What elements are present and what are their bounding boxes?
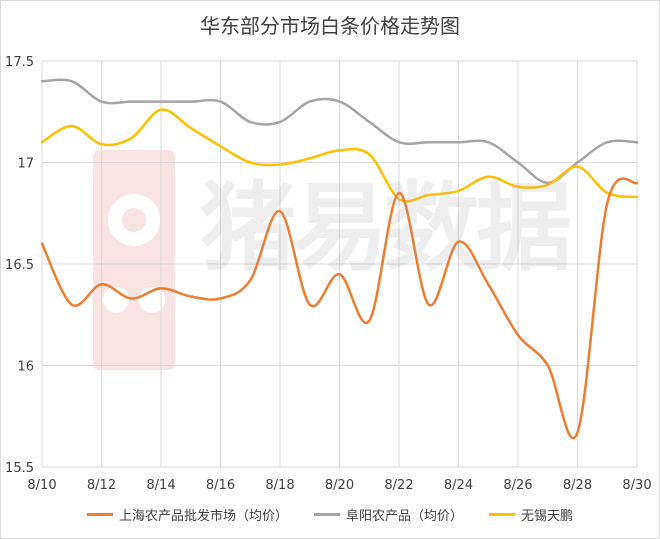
x-tick-label: 8/16 — [206, 478, 235, 493]
x-tick-label: 8/12 — [87, 478, 116, 493]
legend-item-fuyang: 阜阳农产品（均价） — [313, 505, 463, 524]
x-tick-label: 8/28 — [563, 478, 592, 493]
legend-label-fuyang: 阜阳农产品（均价） — [345, 509, 463, 524]
watermark-logo — [93, 150, 175, 370]
x-tick-label: 8/10 — [27, 478, 56, 493]
x-tick-label: 8/20 — [325, 478, 354, 493]
chart-title: 华东部分市场白条价格走势图 — [200, 14, 460, 38]
y-tick-label: 17 — [17, 157, 34, 172]
y-tick-label: 15.5 — [5, 461, 34, 476]
legend-swatch-shanghai — [86, 513, 113, 516]
legend-label-shanghai: 上海农产品批发市场（均价） — [118, 509, 288, 524]
legend-label-wuxi: 无锡天鹏 — [521, 509, 574, 524]
x-tick-label: 8/30 — [622, 478, 651, 493]
legend: 上海农产品批发市场（均价） 阜阳农产品（均价） 无锡天鹏 — [0, 505, 660, 524]
x-tick-label: 8/18 — [265, 478, 294, 493]
legend-swatch-fuyang — [313, 513, 340, 516]
watermark-text: 猪易数据 — [200, 171, 572, 284]
x-tick-label: 8/22 — [384, 478, 413, 493]
series-line-fuyang — [40, 78, 639, 185]
x-tick-label: 8/14 — [146, 478, 175, 493]
series-line-wuxi — [40, 108, 639, 203]
legend-swatch-wuxi — [489, 513, 515, 516]
series-line-shanghai — [40, 177, 639, 440]
x-tick-label: 8/24 — [444, 478, 473, 493]
y-tick-label: 17.5 — [5, 55, 34, 70]
y-tick-label: 16.5 — [5, 258, 34, 273]
y-tick-label: 16 — [17, 360, 34, 375]
x-tick-label: 8/26 — [503, 478, 532, 493]
legend-item-shanghai: 上海农产品批发市场（均价） — [86, 505, 288, 524]
legend-item-wuxi: 无锡天鹏 — [489, 505, 573, 524]
